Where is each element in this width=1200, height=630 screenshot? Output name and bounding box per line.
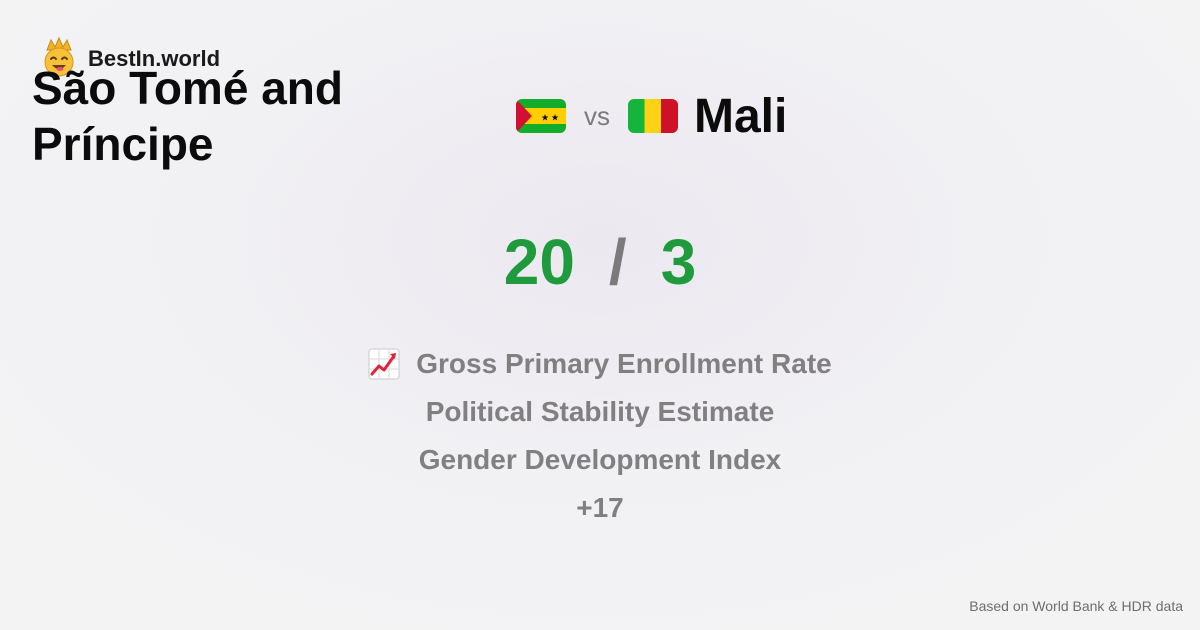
- svg-text:★: ★: [541, 114, 549, 124]
- svg-text:★: ★: [551, 114, 559, 124]
- country-b-name: Mali: [694, 89, 788, 143]
- metric-label: Gender Development Index: [418, 444, 782, 475]
- crown-smiley-icon: [44, 36, 74, 77]
- score-country-b: 3: [660, 226, 697, 298]
- score-country-a: 20: [503, 226, 575, 298]
- more-metrics-label: +17: [576, 492, 624, 523]
- chart-increasing-icon: [368, 348, 400, 380]
- metric-item: Gross Primary Enrollment Rate: [0, 340, 1200, 388]
- metric-label: Gross Primary Enrollment Rate: [416, 348, 832, 379]
- sao-tome-and-principe-flag-icon: ★ ★: [516, 99, 566, 133]
- metrics-list: Gross Primary Enrollment Rate Political …: [0, 340, 1200, 532]
- brand[interactable]: BestIn.world: [38, 36, 220, 78]
- vs-label: vs: [584, 100, 610, 131]
- metric-label: Political Stability Estimate: [425, 396, 775, 427]
- score-separator: /: [608, 226, 627, 298]
- mali-flag-icon: [628, 99, 678, 133]
- data-source-note: Based on World Bank & HDR data: [969, 598, 1183, 614]
- score: 20 / 3: [0, 222, 1200, 302]
- metric-item: Political Stability Estimate: [0, 388, 1200, 436]
- country-a-name: São Tomé and Príncipe: [32, 62, 343, 170]
- more-metrics-count: +17: [0, 484, 1200, 532]
- metric-item: Gender Development Index: [0, 436, 1200, 484]
- brand-name: BestIn.world: [88, 46, 221, 71]
- versus-row: ★ ★ vs Mali: [516, 86, 787, 146]
